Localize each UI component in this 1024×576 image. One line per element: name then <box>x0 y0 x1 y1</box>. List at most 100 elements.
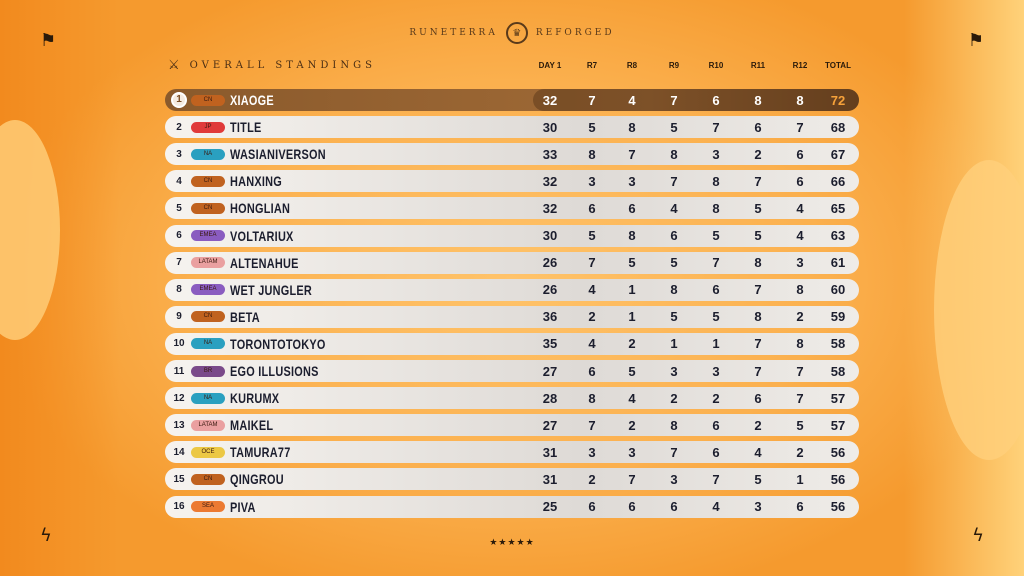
player-name: TAMURA77 <box>230 444 291 461</box>
player-name: KURUMX <box>230 390 280 407</box>
score-cell: 3 <box>712 146 720 162</box>
score-cell: 7 <box>670 444 678 460</box>
score-cell: 5 <box>754 228 762 243</box>
column-header: DAY 1 <box>538 61 562 70</box>
rank: 8 <box>176 284 182 296</box>
score-cell: 2 <box>670 390 678 406</box>
total-cell: 65 <box>830 200 846 216</box>
rank: 12 <box>173 392 185 404</box>
score-cell: 4 <box>670 200 678 216</box>
score-cell: 4 <box>712 499 720 514</box>
score-cell: 6 <box>754 390 762 406</box>
standings-row: 16 SEA PIVA 25 6 6 6 4 3 6 56 <box>165 495 859 518</box>
score-cell: 4 <box>754 444 762 460</box>
page-title: ⚔ OVERALL STANDINGS <box>168 58 376 73</box>
player-name: XIAOGE <box>230 92 274 108</box>
rank: 16 <box>173 501 185 512</box>
score-cell: 2 <box>754 417 762 433</box>
score-cell: 7 <box>796 119 804 135</box>
crest-icon: ♛ <box>505 22 528 44</box>
score-cell: 1 <box>628 309 636 325</box>
total-cell: 58 <box>830 336 846 352</box>
score-cell: 6 <box>712 92 720 108</box>
score-cell: 25 <box>542 499 558 514</box>
checkered-flag-icon: ⚑ <box>967 30 984 51</box>
score-cell: 5 <box>712 309 720 325</box>
column-header: R12 <box>792 61 808 70</box>
player-name: VOLTARIUX <box>230 227 294 244</box>
score-cell: 3 <box>670 471 678 487</box>
score-cell: 6 <box>588 200 596 216</box>
region-badge: NA <box>191 148 225 160</box>
region-badge: BR <box>191 365 225 377</box>
score-cell: 5 <box>754 471 762 487</box>
player-name: MAIKEL <box>230 417 274 434</box>
total-cell: 57 <box>830 390 846 406</box>
score-cell: 32 <box>542 200 558 216</box>
score-cell: 2 <box>628 336 636 352</box>
score-cell: 4 <box>628 390 636 406</box>
standings-row: 14 OCE TAMURA77 31 3 3 7 6 4 2 56 <box>165 441 859 464</box>
total-cell: 58 <box>830 363 846 379</box>
lightning-icon: ϟ <box>40 525 52 546</box>
score-cell: 4 <box>628 92 636 108</box>
total-cell: 56 <box>830 444 846 460</box>
score-cell: 8 <box>670 417 678 433</box>
score-cell: 7 <box>670 173 678 189</box>
standings-row: 15 CN QINGROU 31 2 7 3 7 5 1 56 <box>165 468 859 491</box>
standings-row: 7 LATAM ALTENAHUE 26 7 5 5 7 8 3 61 <box>165 251 859 274</box>
score-cell: 6 <box>588 499 596 514</box>
score-cell: 5 <box>754 200 762 216</box>
rank: 15 <box>173 473 185 485</box>
region-badge: SEA <box>191 501 225 512</box>
standings-row: 4 CN HANXING 32 3 3 7 8 7 6 66 <box>165 170 859 193</box>
score-cell: 8 <box>628 228 636 243</box>
player-name: PIVA <box>230 498 256 515</box>
score-cell: 30 <box>542 228 558 243</box>
standings-row: 2 JP TITLE 30 5 8 5 7 6 7 68 <box>165 116 859 139</box>
score-cell: 7 <box>588 255 596 271</box>
region-badge: NA <box>191 338 225 350</box>
player-name: WET JUNGLER <box>230 281 313 298</box>
score-cell: 8 <box>796 282 804 298</box>
region-badge: CN <box>191 311 225 323</box>
score-cell: 6 <box>712 417 720 433</box>
region-badge: EMEA <box>191 284 225 296</box>
lightning-icon: ϟ <box>972 525 984 546</box>
score-cell: 8 <box>712 173 720 189</box>
player-name: TORONTOTOKYO <box>230 335 326 352</box>
standings-row: 1 CN XIAOGE 32 7 4 7 6 8 8 72 <box>165 89 859 111</box>
score-cell: 7 <box>796 363 804 379</box>
score-cell: 6 <box>670 499 678 514</box>
score-cell: 3 <box>628 444 636 460</box>
score-cell: 7 <box>588 92 596 108</box>
score-cell: 3 <box>712 363 720 379</box>
score-cell: 26 <box>542 255 558 271</box>
score-cell: 5 <box>588 228 596 243</box>
column-header: R11 <box>750 61 766 70</box>
score-cell: 7 <box>712 119 720 135</box>
score-cell: 5 <box>670 309 678 325</box>
region-badge: CN <box>191 473 225 485</box>
standings-row: 12 NA KURUMX 28 8 4 2 2 6 7 57 <box>165 387 859 410</box>
score-cell: 4 <box>588 282 596 298</box>
page-title-text: OVERALL STANDINGS <box>189 60 376 71</box>
player-name: HANXING <box>230 173 283 190</box>
score-cell: 6 <box>796 173 804 189</box>
score-cell: 7 <box>754 173 762 189</box>
score-cell: 7 <box>796 390 804 406</box>
rank: 4 <box>176 175 182 187</box>
total-cell: 60 <box>830 282 846 298</box>
region-badge: LATAM <box>191 257 225 269</box>
column-header: R8 <box>626 61 638 70</box>
score-cell: 5 <box>628 363 636 379</box>
score-cell: 3 <box>588 444 596 460</box>
score-cell: 8 <box>588 146 596 162</box>
score-cell: 1 <box>712 336 720 352</box>
score-cell: 4 <box>796 228 804 243</box>
score-cell: 7 <box>588 417 596 433</box>
score-cell: 27 <box>542 417 558 433</box>
total-cell: 63 <box>830 228 846 243</box>
score-cell: 6 <box>628 200 636 216</box>
player-name: BETA <box>230 308 260 325</box>
